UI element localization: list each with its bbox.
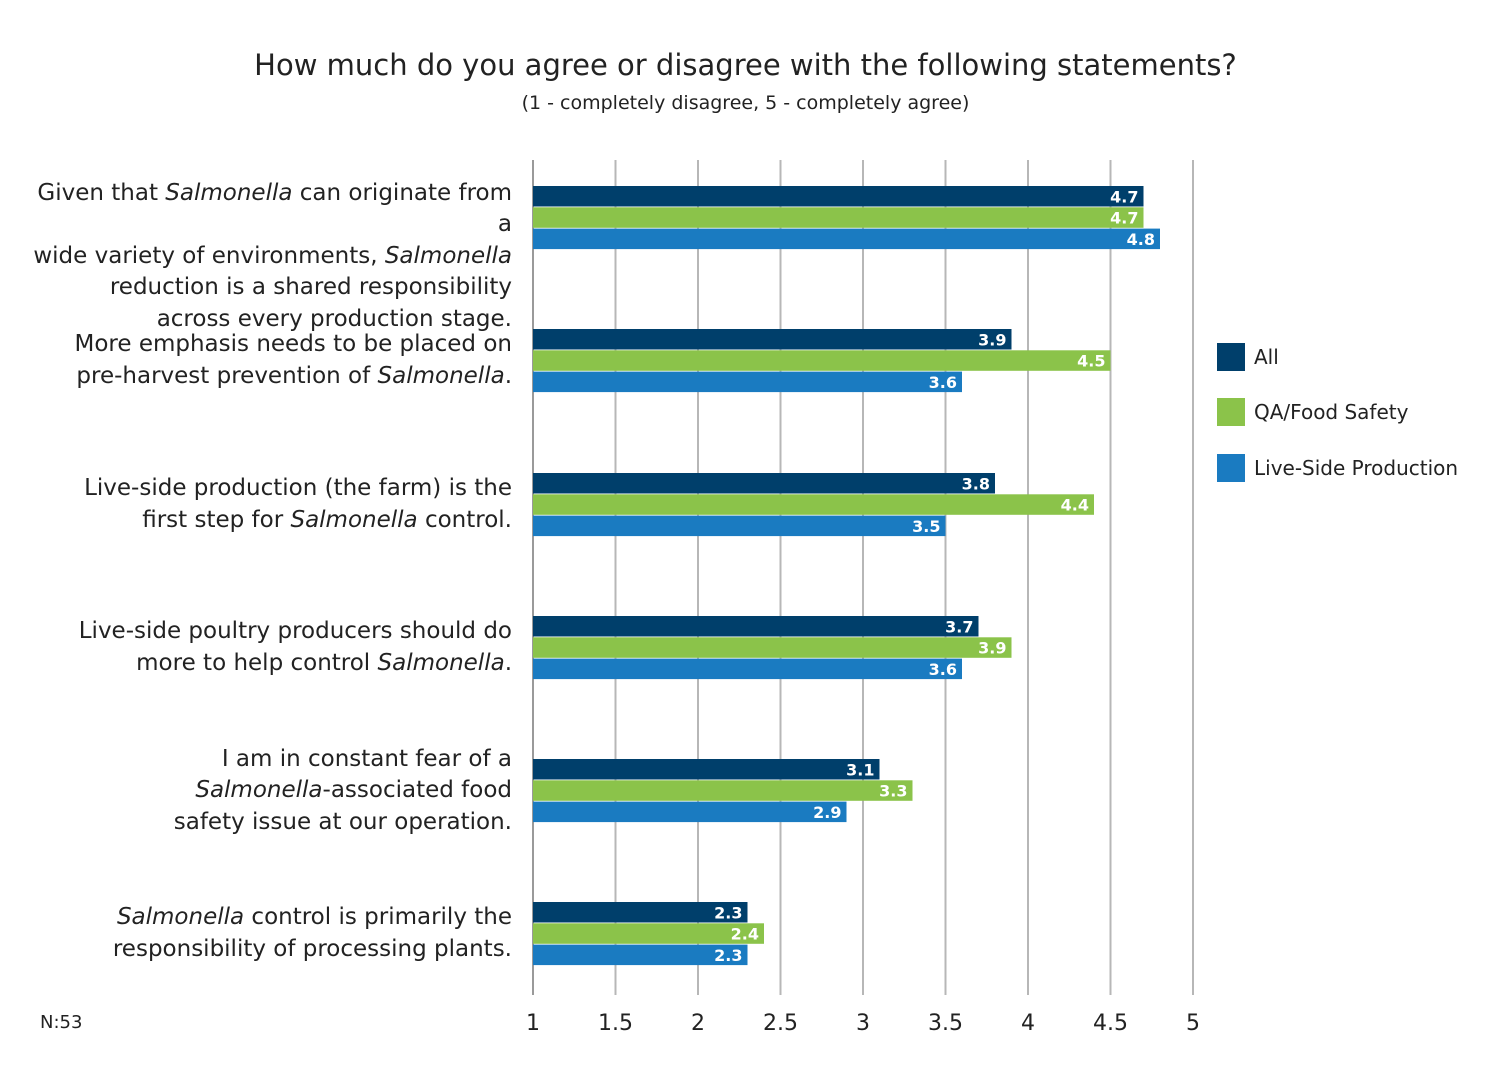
legend-swatch [1217,454,1245,482]
data-label: 3.6 [929,373,957,392]
bar [533,944,748,966]
bar [533,371,962,393]
bar [533,658,962,680]
x-tick-label: 5 [1186,1011,1200,1036]
bar [533,759,880,780]
data-label: 3.9 [978,330,1006,349]
x-tick-label: 2 [691,1011,705,1036]
chart-subtitle: (1 - completely disagree, 5 - completely… [521,92,970,114]
data-label: 3.7 [945,617,973,636]
category-label: Given that Salmonella can originate from… [33,179,512,332]
bar [533,207,1144,228]
x-tick-label: 2.5 [763,1011,798,1036]
x-tick-label: 1 [526,1011,540,1036]
data-label: 3.5 [912,517,940,536]
data-label: 4.7 [1110,209,1138,228]
bar [533,350,1111,371]
category-label: More emphasis needs to be placed on pre-h… [74,331,513,389]
bar [533,494,1094,515]
bar [533,228,1160,250]
data-label: 2.4 [731,925,759,944]
data-label: 2.3 [714,946,742,965]
data-label: 4.7 [1110,187,1138,206]
data-label: 4.8 [1127,230,1155,249]
x-tick-label: 1.5 [598,1011,633,1036]
legend-swatch [1217,398,1245,426]
legend-label: QA/Food Safety [1254,400,1409,424]
category-label: Live-side production (the farm) is the fi… [84,475,512,533]
data-label: 3.9 [978,639,1006,658]
bar [533,902,748,923]
bar [533,923,764,944]
x-tick-label: 3.5 [928,1011,963,1036]
x-tick-label: 4.5 [1093,1011,1128,1036]
data-label: 3.6 [929,660,957,679]
legend-label: Live-Side Production [1254,456,1459,480]
data-label: 2.9 [813,803,841,822]
bar [533,473,995,494]
category-label: I am in constant fear of a Salmonella-ass… [173,745,512,835]
data-label: 3.1 [846,760,874,779]
sample-size-note: N:53 [40,1012,83,1033]
bar [533,616,979,637]
bar [533,515,946,537]
bar [533,780,913,801]
data-label: 4.4 [1061,496,1089,515]
category-label: Salmonella control is primarily the respo… [112,904,512,962]
bar [533,186,1144,207]
chart-title: How much do you agree or disagree with t… [254,48,1237,82]
bar [533,801,847,823]
x-tick-label: 4 [1021,1011,1035,1036]
data-label: 2.3 [714,903,742,922]
data-label: 3.8 [962,474,990,493]
bar [533,329,1012,350]
data-label: 3.3 [879,782,907,801]
legend-swatch [1217,343,1245,371]
category-label: Live-side poultry producers should do mor… [78,618,512,676]
x-tick-label: 3 [856,1011,870,1036]
data-label: 4.5 [1077,352,1105,371]
legend-label: All [1254,345,1279,369]
bar [533,637,1012,658]
